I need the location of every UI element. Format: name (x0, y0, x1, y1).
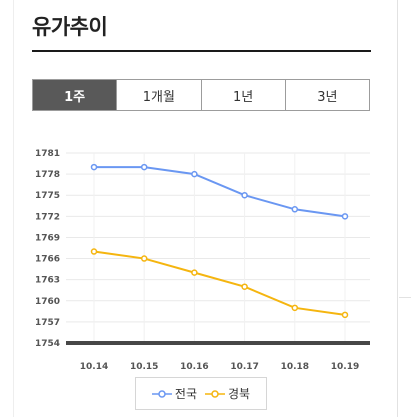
y-tick-label: 1760 (35, 297, 60, 307)
x-tick-label: 10.18 (281, 362, 309, 372)
period-tabs: 1주 1개월 1년 3년 (32, 79, 370, 111)
series-line (93, 250, 346, 316)
tab-1-year[interactable]: 1년 (200, 80, 285, 110)
tab-3-years[interactable]: 3년 (284, 80, 369, 110)
x-tick-label: 10.16 (180, 362, 208, 372)
data-point (140, 163, 148, 171)
data-point (341, 311, 349, 319)
tab-1-week[interactable]: 1주 (33, 80, 117, 110)
data-point (241, 283, 248, 290)
y-tick-label: 1769 (35, 233, 60, 243)
x-tick-label: 10.14 (80, 362, 108, 372)
x-tick-label: 10.17 (230, 362, 258, 372)
y-tick-label: 1775 (35, 191, 60, 201)
chart-legend: 전국 경북 (135, 377, 267, 410)
legend-label-series-2: 경북 (228, 387, 251, 401)
data-point (341, 213, 349, 220)
data-point (90, 163, 98, 171)
panel-title: 유가추이 (32, 15, 108, 39)
title-divider (32, 50, 371, 52)
fuel-price-panel (13, 0, 398, 417)
divider (399, 297, 411, 298)
data-point (241, 191, 248, 199)
legend-item-series-2[interactable]: 경북 (205, 385, 250, 402)
y-tick-label: 1763 (35, 276, 60, 286)
y-tick-label: 1778 (35, 170, 60, 180)
data-point (291, 206, 299, 213)
data-point (191, 269, 198, 276)
data-point (140, 255, 148, 262)
legend-item-series-1[interactable]: 전국 (151, 385, 197, 402)
y-tick-label: 1766 (35, 255, 60, 265)
series-line (94, 166, 346, 218)
x-tick-label: 10.19 (331, 362, 359, 372)
x-tick-label: 10.15 (130, 362, 158, 372)
y-tick-label: 1757 (35, 318, 60, 328)
data-point (291, 304, 299, 312)
y-tick-label: 1754 (35, 339, 60, 349)
legend-label-series-1: 전국 (174, 387, 197, 401)
legend-line-marker-icon (205, 389, 225, 398)
y-tick-label: 1772 (35, 212, 60, 222)
data-point (90, 248, 98, 255)
legend-line-marker-icon (151, 389, 172, 398)
data-point (191, 170, 198, 178)
tab-1-month[interactable]: 1개월 (116, 80, 201, 110)
y-tick-label: 1781 (35, 149, 60, 159)
